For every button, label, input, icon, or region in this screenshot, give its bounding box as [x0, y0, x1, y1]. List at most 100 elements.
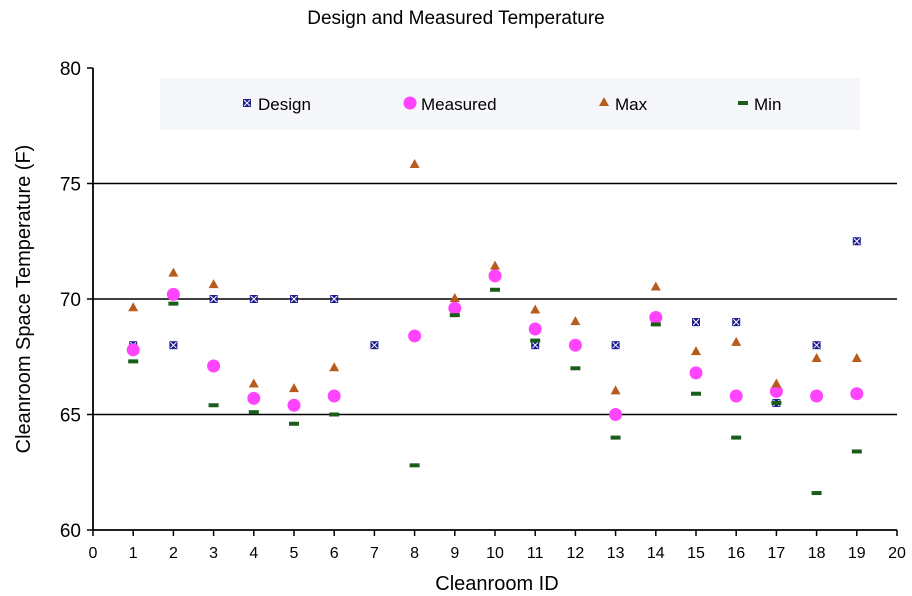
x-tick-label: 7: [370, 545, 379, 562]
x-tick-label: 12: [567, 545, 585, 562]
legend-item-design: Design: [243, 95, 311, 114]
min-point: [811, 491, 822, 496]
legend: Design Measured Max Min: [243, 95, 781, 114]
x-tick-label: 19: [848, 545, 866, 562]
design-point-cross: [371, 341, 378, 349]
min-point: [570, 366, 581, 371]
measured-point: [126, 343, 140, 357]
x-tick-label: 9: [450, 545, 459, 562]
max-point: [851, 353, 862, 363]
min-point: [771, 400, 782, 405]
min-point: [851, 449, 862, 454]
design-point: [852, 237, 861, 246]
x-tick-label: 15: [687, 545, 705, 562]
x-tick-label: 10: [486, 545, 504, 562]
max-point: [329, 362, 340, 372]
legend-marker-design-cross: [243, 99, 251, 107]
measured-point: [769, 384, 783, 398]
design-point-cross: [250, 295, 258, 303]
max-point: [771, 378, 782, 388]
min-point: [248, 410, 259, 415]
max-point: [409, 159, 420, 169]
legend-marker-measured: [403, 96, 417, 110]
x-tick-label: 18: [808, 545, 826, 562]
measured-point: [729, 389, 743, 403]
max-point: [530, 304, 541, 314]
series-measured: [126, 269, 864, 421]
min-point: [650, 322, 661, 327]
x-tick-label: 2: [169, 545, 178, 562]
design-point: [531, 341, 540, 350]
min-point: [409, 463, 420, 468]
legend-item-measured: Measured: [403, 95, 497, 114]
x-tick-label: 0: [89, 545, 98, 562]
legend-marker-min: [738, 101, 748, 105]
x-tick-label: 8: [410, 545, 419, 562]
gridlines: [93, 182, 897, 416]
max-point: [570, 316, 581, 326]
x-tick-label: 6: [330, 545, 339, 562]
design-point-cross: [290, 295, 298, 303]
measured-point: [166, 287, 180, 301]
data-points: [126, 159, 864, 496]
legend-marker-design: [243, 99, 251, 107]
design-point: [290, 295, 298, 303]
design-point-cross: [170, 341, 177, 349]
x-tick-label: 17: [768, 545, 786, 562]
measured-point: [568, 338, 582, 352]
max-point: [449, 293, 460, 302]
measured-point: [287, 398, 301, 412]
max-point: [691, 346, 701, 356]
design-point: [249, 295, 258, 303]
y-axis-ticks: 60 65 70 75 80: [60, 59, 93, 542]
design-point-cross: [732, 318, 740, 326]
design-point: [330, 295, 339, 303]
min-point: [289, 421, 299, 426]
legend-marker-max: [599, 97, 609, 106]
x-axis-ticks: 0 1 2 3 4 5 6 7 8 9 10 11 12 13 14 15 16 17 18 19 20: [89, 530, 906, 562]
x-tick-label: 5: [290, 545, 299, 562]
design-point-cross: [692, 318, 700, 326]
y-tick-label: 65: [60, 406, 81, 427]
max-point: [208, 279, 219, 289]
measured-point: [850, 387, 864, 401]
max-point: [248, 378, 259, 388]
min-point: [731, 435, 742, 440]
measured-point: [810, 389, 824, 403]
design-point: [812, 341, 821, 350]
measured-point: [528, 322, 542, 336]
design-point-cross: [210, 295, 217, 303]
measured-point: [609, 408, 623, 421]
design-point: [732, 318, 741, 327]
design-point-cross: [813, 341, 820, 349]
y-tick-label: 60: [60, 521, 81, 542]
max-point: [289, 383, 299, 393]
series-min: [128, 287, 862, 496]
x-tick-label: 3: [209, 545, 218, 562]
y-tick-label: 80: [60, 59, 81, 80]
legend-item-max: Max: [599, 95, 648, 114]
design-point: [169, 341, 178, 350]
measured-point: [207, 359, 221, 373]
measured-point: [408, 329, 422, 343]
design-point: [611, 341, 620, 350]
design-point-cross: [612, 341, 619, 349]
min-point: [530, 338, 541, 343]
x-tick-label: 16: [727, 545, 745, 562]
max-point: [490, 260, 500, 270]
y-axis-label: Cleanroom Space Temperature (F): [13, 145, 35, 454]
min-point: [168, 301, 179, 306]
y-tick-label: 75: [60, 175, 81, 196]
measured-point: [247, 391, 261, 405]
max-point: [731, 336, 742, 346]
design-point-cross: [531, 341, 539, 349]
design-point-cross: [330, 295, 338, 303]
legend-item-min: Min: [738, 95, 781, 114]
design-point-cross: [853, 237, 861, 245]
max-point: [168, 267, 179, 277]
design-point: [370, 341, 379, 350]
min-point: [449, 313, 460, 318]
min-point: [691, 391, 701, 396]
x-tick-label: 1: [129, 545, 138, 562]
